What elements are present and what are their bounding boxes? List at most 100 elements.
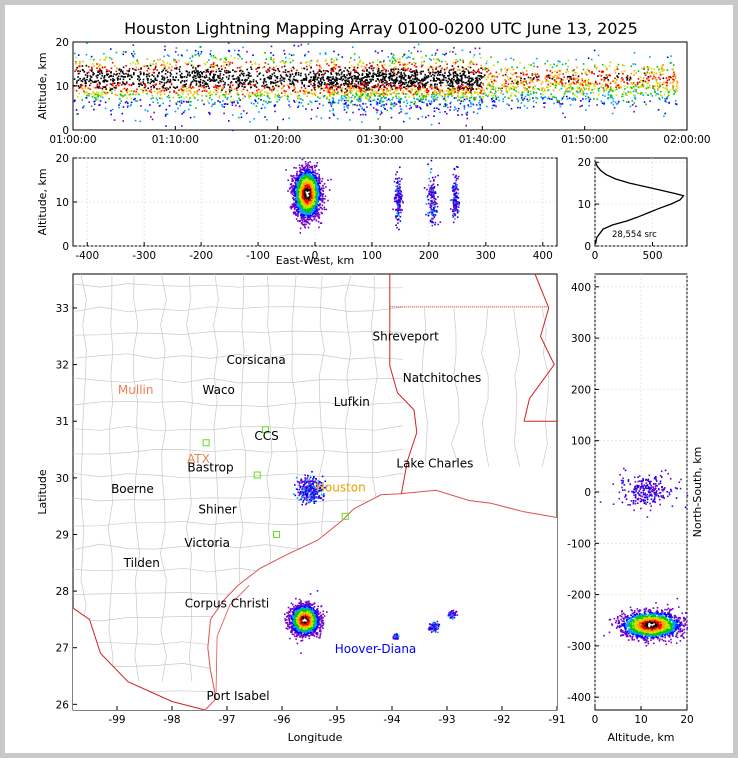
- source-point: [489, 72, 492, 75]
- source-point: [587, 96, 589, 98]
- source-point: [76, 82, 78, 84]
- source-point: [429, 103, 432, 106]
- source-point: [179, 66, 181, 68]
- source-point: [284, 69, 287, 71]
- source-point: [423, 76, 426, 78]
- source-point: [557, 63, 559, 65]
- source-point: [186, 49, 188, 52]
- source-point: [172, 86, 175, 88]
- source-point: [463, 105, 466, 107]
- source-point: [197, 51, 200, 53]
- source-point: [123, 87, 126, 90]
- source-point: [655, 94, 657, 97]
- source-point: [436, 99, 439, 101]
- source-point: [669, 76, 671, 78]
- source-point: [430, 102, 433, 104]
- source-point: [592, 91, 595, 94]
- source-point: [393, 57, 395, 59]
- source-point: [493, 104, 496, 107]
- source-point: [416, 73, 419, 76]
- source-point: [329, 69, 332, 71]
- source-point: [653, 71, 655, 74]
- source-point: [207, 79, 209, 81]
- source-point: [657, 109, 660, 111]
- source-point: [337, 91, 339, 94]
- source-point: [413, 64, 416, 67]
- source-point: [545, 76, 548, 78]
- source-point: [298, 101, 300, 104]
- source-point: [117, 75, 120, 78]
- source-point: [90, 105, 93, 107]
- source-point: [392, 54, 395, 56]
- source-point: [415, 66, 418, 68]
- source-point: [248, 92, 251, 94]
- source-point: [647, 76, 650, 79]
- source-point: [447, 106, 449, 109]
- source-point: [229, 90, 231, 93]
- source-point: [382, 100, 385, 103]
- source-point: [368, 67, 371, 69]
- source-point: [480, 67, 482, 69]
- source-point: [399, 75, 401, 78]
- source-point: [533, 88, 535, 90]
- source-point: [340, 77, 343, 80]
- source-point: [218, 95, 221, 97]
- source-point: [408, 80, 410, 83]
- source-point: [482, 68, 484, 71]
- source-point: [323, 89, 325, 92]
- source-point: [85, 64, 88, 67]
- source-point: [297, 45, 300, 47]
- source-point: [328, 99, 331, 101]
- source-point: [393, 84, 395, 87]
- source-point: [458, 90, 460, 92]
- source-point: [204, 88, 207, 91]
- source-point: [301, 82, 303, 85]
- source-point: [303, 78, 306, 81]
- source-point: [611, 90, 613, 92]
- source-point: [348, 85, 351, 88]
- source-point: [426, 82, 428, 85]
- source-point: [389, 107, 392, 109]
- source-point: [283, 80, 285, 83]
- source-point: [169, 91, 171, 93]
- source-point: [240, 69, 242, 72]
- source-point: [634, 89, 636, 91]
- source-point: [274, 104, 276, 106]
- source-point: [198, 88, 200, 91]
- source-point: [175, 47, 178, 49]
- source-point: [433, 115, 435, 117]
- source-point: [268, 101, 271, 103]
- source-point: [660, 90, 662, 93]
- source-point: [152, 63, 154, 65]
- source-point: [290, 93, 292, 95]
- source-point: [149, 63, 152, 65]
- source-point: [155, 96, 158, 99]
- source-point: [132, 44, 135, 46]
- source-point: [379, 74, 382, 77]
- source-point: [495, 71, 498, 74]
- source-point: [121, 84, 123, 86]
- source-point: [158, 105, 161, 107]
- source-point: [421, 79, 424, 82]
- source-point: [446, 104, 448, 106]
- source-point: [167, 88, 170, 90]
- source-point: [209, 73, 211, 75]
- source-point: [353, 77, 356, 80]
- source-point: [530, 64, 532, 66]
- source-point: [495, 80, 497, 82]
- source-point: [245, 61, 248, 64]
- source-point: [639, 81, 642, 83]
- source-point: [322, 95, 324, 97]
- source-point: [354, 71, 356, 74]
- source-point: [511, 99, 513, 102]
- source-point: [81, 88, 84, 90]
- source-point: [288, 53, 291, 55]
- source-point: [636, 81, 639, 84]
- source-point: [344, 94, 346, 96]
- source-point: [276, 77, 279, 80]
- source-point: [403, 76, 406, 79]
- source-point: [445, 52, 447, 55]
- source-point: [231, 101, 234, 104]
- source-point: [310, 59, 313, 62]
- source-point: [223, 106, 226, 108]
